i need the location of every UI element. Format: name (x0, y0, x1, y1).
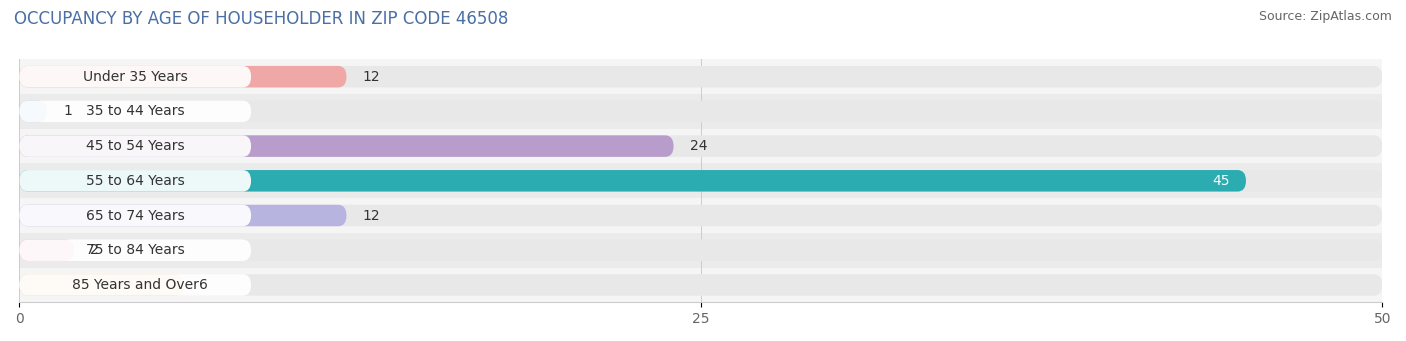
Text: OCCUPANCY BY AGE OF HOUSEHOLDER IN ZIP CODE 46508: OCCUPANCY BY AGE OF HOUSEHOLDER IN ZIP C… (14, 10, 509, 28)
FancyBboxPatch shape (20, 66, 346, 87)
FancyBboxPatch shape (20, 205, 1382, 226)
FancyBboxPatch shape (20, 101, 1382, 122)
FancyBboxPatch shape (20, 66, 1382, 87)
Text: Under 35 Years: Under 35 Years (83, 70, 187, 84)
Bar (20, 129, 1382, 163)
Text: 1: 1 (63, 104, 72, 118)
Text: 85 Years and Over: 85 Years and Over (72, 278, 198, 292)
Text: 65 to 74 Years: 65 to 74 Years (86, 208, 184, 223)
FancyBboxPatch shape (20, 101, 46, 122)
Text: 35 to 44 Years: 35 to 44 Years (86, 104, 184, 118)
Text: 45: 45 (1212, 174, 1230, 188)
FancyBboxPatch shape (20, 66, 252, 87)
Text: 12: 12 (363, 208, 381, 223)
Text: 55 to 64 Years: 55 to 64 Years (86, 174, 184, 188)
Bar (20, 163, 1382, 198)
Text: 75 to 84 Years: 75 to 84 Years (86, 243, 184, 257)
Text: 45 to 54 Years: 45 to 54 Years (86, 139, 184, 153)
Text: 12: 12 (363, 70, 381, 84)
Text: Source: ZipAtlas.com: Source: ZipAtlas.com (1258, 10, 1392, 23)
FancyBboxPatch shape (20, 101, 252, 122)
Bar (20, 94, 1382, 129)
Text: 24: 24 (690, 139, 707, 153)
FancyBboxPatch shape (20, 239, 252, 261)
FancyBboxPatch shape (20, 239, 75, 261)
FancyBboxPatch shape (20, 170, 252, 192)
Text: 6: 6 (200, 278, 208, 292)
Bar (20, 233, 1382, 268)
FancyBboxPatch shape (20, 205, 252, 226)
Bar (20, 59, 1382, 94)
FancyBboxPatch shape (20, 274, 183, 296)
FancyBboxPatch shape (20, 135, 673, 157)
FancyBboxPatch shape (20, 274, 1382, 296)
Bar (20, 268, 1382, 302)
FancyBboxPatch shape (20, 239, 1382, 261)
FancyBboxPatch shape (20, 274, 252, 296)
FancyBboxPatch shape (20, 170, 1246, 192)
FancyBboxPatch shape (20, 135, 1382, 157)
Bar (20, 198, 1382, 233)
FancyBboxPatch shape (20, 135, 252, 157)
FancyBboxPatch shape (20, 205, 346, 226)
Text: 2: 2 (90, 243, 98, 257)
FancyBboxPatch shape (20, 170, 1382, 192)
